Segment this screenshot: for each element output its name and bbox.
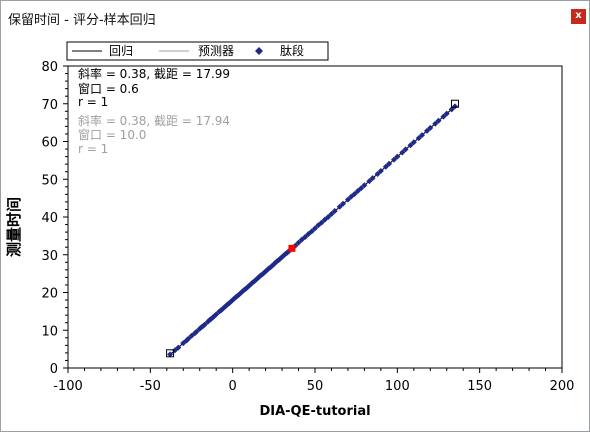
peptide-point (312, 225, 318, 232)
plot-area (67, 65, 563, 369)
peptide-point (201, 321, 208, 328)
primary-r: r = 1 (78, 95, 108, 109)
peptide-point (328, 210, 335, 217)
peptide-point (358, 185, 365, 192)
peptide-point (402, 146, 409, 153)
peptide-point (440, 113, 447, 120)
stats-primary: 斜率 = 0.38, 截距 = 17.99 窗口 = 0.6 r = 1 (78, 66, 230, 109)
y-tick-label: 10 (41, 324, 58, 339)
y-tick-label: 50 (41, 173, 58, 188)
x-axis-label: DIA-QE-tutorial (259, 404, 370, 419)
peptide-point (399, 149, 406, 156)
peptide-point (394, 153, 401, 160)
x-tick-label: 0 (229, 379, 237, 394)
selected-peptide-point[interactable] (288, 244, 296, 252)
y-axis-label: 测量时间 (5, 197, 23, 257)
peptide-point (302, 234, 309, 241)
peptide-point (427, 124, 434, 131)
peptide-point (435, 117, 442, 124)
peptide-point (344, 196, 351, 203)
y-tick-label: 40 (41, 211, 58, 226)
x-tick-label: -50 (140, 379, 161, 394)
primary-slope-intercept: 斜率 = 0.38, 截距 = 17.99 (78, 66, 230, 81)
secondary-window: 窗口 = 10.0 (78, 128, 146, 142)
legend-predictor-label: 预测器 (198, 44, 234, 58)
peptide-point (386, 160, 393, 167)
y-tick-label: 60 (41, 136, 58, 151)
peptide-point (308, 228, 315, 235)
peptide-point (339, 200, 346, 207)
y-tick-label: 70 (41, 98, 58, 113)
peptide-point (325, 214, 332, 220)
x-tick-label: 150 (467, 379, 492, 394)
peptide-point (318, 219, 325, 226)
peptide-point (391, 156, 398, 163)
secondary-r: r = 1 (78, 142, 108, 156)
peptide-point (382, 163, 389, 170)
peptide-point (175, 344, 182, 351)
peptide-point (251, 278, 258, 285)
peptide-point (361, 182, 368, 189)
x-tick-label: -100 (53, 379, 83, 394)
peptide-point (374, 170, 381, 177)
regression-chart: -100 -50 0 50 100 150 200 0 10 20 30 40 50 60 70 80 DI… (5, 41, 574, 419)
outlier-box (450, 99, 459, 108)
outlier-markers (166, 99, 459, 358)
peptide-point (336, 203, 343, 210)
legend-peptide-label: 肽段 (280, 43, 304, 58)
y-tick-label: 20 (41, 287, 58, 302)
outlier-box (166, 349, 175, 358)
legend-regression-label: 回归 (109, 44, 133, 58)
y-tick-label: 80 (41, 60, 58, 75)
peptide-point (295, 239, 302, 246)
peptide-point (331, 207, 338, 214)
peptide-point (410, 139, 417, 146)
legend-box (66, 41, 329, 61)
close-button[interactable]: x (571, 9, 586, 24)
window-title: 保留时间 - 评分-样本回归 (8, 13, 156, 28)
peptide-point (167, 351, 174, 358)
x-tick-label: 50 (307, 379, 324, 394)
y-axis-ticks: 0 10 20 30 40 50 60 70 80 (41, 60, 68, 377)
x-tick-label: 200 (550, 379, 575, 394)
peptide-point (351, 190, 358, 197)
legend: 回归 预测器 肽段 (66, 41, 329, 61)
peptide-point (419, 132, 426, 139)
peptide-point (448, 106, 455, 113)
peptide-point (213, 311, 220, 318)
peptide-point (377, 167, 384, 174)
peptide-point (443, 110, 450, 117)
peptide-point (193, 328, 200, 335)
y-tick-label: 30 (41, 249, 58, 264)
peptide-point (252, 277, 259, 284)
peptide-point (262, 268, 269, 275)
peptide-points (167, 103, 458, 358)
peptide-point (415, 135, 422, 142)
primary-window: 窗口 = 0.6 (78, 82, 139, 96)
peptide-point (369, 175, 376, 182)
x-tick-label: 100 (385, 379, 410, 394)
peptide-point (407, 142, 414, 149)
y-tick-label: 0 (50, 362, 58, 377)
peptide-point (366, 178, 373, 185)
x-axis-ticks: -100 -50 0 50 100 150 200 (53, 368, 574, 394)
peptide-point (272, 259, 279, 266)
secondary-slope-intercept: 斜率 = 0.38, 截距 = 17.94 (78, 113, 230, 128)
peptide-point (451, 103, 458, 110)
stats-secondary: 斜率 = 0.38, 截距 = 17.94 窗口 = 10.0 r = 1 (78, 113, 230, 156)
peptide-point (432, 120, 439, 127)
peptide-point (185, 335, 192, 342)
peptide-legend-marker (255, 47, 263, 55)
title-bar[interactable]: 保留时间 - 评分-样本回归 x (1, 1, 589, 32)
